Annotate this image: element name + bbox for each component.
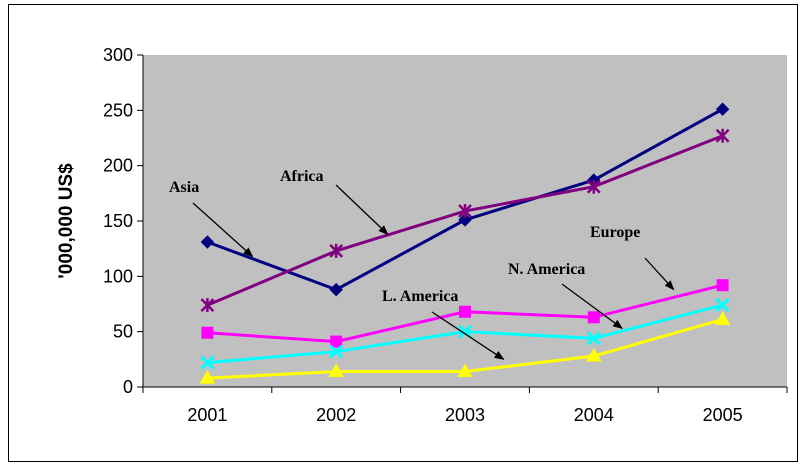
data-point: [458, 213, 472, 227]
data-point: [329, 243, 344, 258]
y-tick-label: 200: [103, 156, 133, 176]
x-tick-label: 2003: [445, 405, 485, 425]
y-axis-title: '000,000 US$: [56, 163, 77, 279]
data-point: [201, 326, 214, 339]
x-tick-label: 2005: [703, 405, 743, 425]
annotation-arrow: [192, 202, 254, 258]
y-tick-label: 0: [123, 377, 133, 397]
data-point: [200, 355, 215, 370]
data-point: [714, 311, 731, 325]
series-label: L. America: [382, 288, 458, 305]
y-tick-label: 300: [103, 45, 133, 65]
y-tick-label: 100: [103, 266, 133, 286]
annotation-arrow: [561, 283, 623, 329]
data-point: [587, 311, 600, 324]
series-label: Asia: [169, 179, 199, 196]
x-tick-label: 2004: [574, 405, 614, 425]
series-label: N. America: [508, 261, 585, 278]
data-point: [200, 298, 215, 313]
data-point: [329, 344, 344, 359]
data-point: [457, 363, 473, 378]
annotation-layer: Asia Africa Europe N. America L. America: [169, 168, 675, 360]
data-point: [585, 348, 602, 362]
data-point: [715, 298, 730, 313]
data-point: [586, 179, 601, 194]
data-point: [330, 335, 343, 348]
series-label: Africa: [280, 168, 324, 185]
data-point: [457, 324, 473, 339]
y-tick-label: 50: [113, 322, 133, 342]
data-point: [716, 279, 729, 292]
series-label: Europe: [590, 224, 640, 241]
annotation-arrow: [431, 311, 505, 360]
series-l-america: [199, 311, 731, 384]
y-tick-label: 250: [103, 100, 133, 120]
data-point: [715, 102, 730, 116]
y-tick-label: 150: [103, 211, 133, 231]
data-point: [328, 363, 345, 378]
annotation-arrow: [335, 184, 389, 235]
data-point: [715, 128, 730, 143]
annotation-arrow: [644, 257, 675, 291]
series-n-america: [200, 298, 730, 370]
x-tick-label: 2002: [316, 405, 356, 425]
series-layer: [199, 102, 731, 384]
series-africa: [200, 128, 730, 313]
data-point: [459, 305, 471, 318]
data-point: [586, 331, 601, 346]
data-point: [329, 282, 343, 297]
data-point: [200, 235, 215, 249]
data-point: [199, 370, 216, 384]
series-europe: [201, 279, 729, 348]
x-tick-label: 2001: [187, 405, 227, 425]
data-point: [458, 204, 472, 219]
axes: 0 50 100 150 200 250 300 2001 2002 2003 2004 2005: [103, 45, 788, 425]
